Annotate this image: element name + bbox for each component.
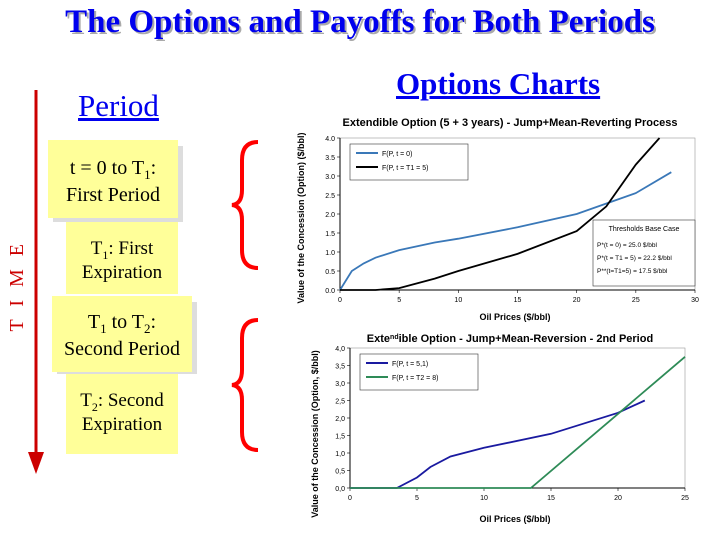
y-tick-label: 3.5 xyxy=(325,155,335,162)
x-tick-label: 15 xyxy=(514,297,522,304)
y-tick-label: 3.0 xyxy=(325,174,335,181)
period-heading: Period xyxy=(78,88,159,123)
options-charts-heading: Options Charts xyxy=(396,66,601,101)
y-tick-label: 3,5 xyxy=(335,364,345,371)
chart1-xlabel: Oil Prices ($/bbl) xyxy=(479,312,550,322)
brace-first-period xyxy=(231,140,259,270)
x-tick-label: 5 xyxy=(397,297,401,304)
annotation-line: P**(t=T1=5) = 17.5 $/bbl xyxy=(597,268,668,275)
y-tick-label: 2.0 xyxy=(325,212,335,219)
annotation-heading: Thresholds Base Case xyxy=(609,226,680,233)
x-tick-label: 5 xyxy=(415,495,419,502)
y-tick-label: 1,5 xyxy=(335,434,345,441)
y-tick-label: 0,5 xyxy=(335,469,345,476)
x-tick-label: 20 xyxy=(614,495,622,502)
chart2-title: Extendible Option - Jump+Mean-Reversion … xyxy=(367,333,653,345)
chart2-xlabel: Oil Prices ($/bbl) xyxy=(479,514,550,524)
series-line-1 xyxy=(350,399,646,489)
y-tick-label: 0,0 xyxy=(335,486,345,493)
annotation-line: P*(t = T1 = 5) = 22.2 $/bbl xyxy=(597,255,672,262)
chart1-threshold-annotation: Thresholds Base Case P*(t = 0) = 25.0 $/b… xyxy=(592,219,696,287)
series-line-2 xyxy=(350,356,686,489)
y-tick-label: 0.0 xyxy=(325,288,335,295)
chart2-legend: F(P, t = 5,1) F(P, t = T2 = 8) xyxy=(359,353,479,391)
x-tick-label: 15 xyxy=(547,495,555,502)
chart-second-period: Extendible Option - Jump+Mean-Reversion … xyxy=(310,333,689,524)
legend-entry: F(P, t = 5,1) xyxy=(392,361,428,368)
y-tick-label: 2,5 xyxy=(335,399,345,406)
x-tick-label: 25 xyxy=(681,495,689,502)
y-tick-label: 1.0 xyxy=(325,250,335,257)
chart1-ylabel: Value of the Concession (Option) ($/bbl) xyxy=(296,132,306,303)
y-tick-label: 0.5 xyxy=(325,269,335,276)
y-tick-label: 2,0 xyxy=(335,416,345,423)
period-box-first-expiration: T1: First Expiration xyxy=(66,222,178,294)
legend-entry: F(P, t = T1 = 5) xyxy=(382,165,428,172)
legend-entry: F(P, t = T2 = 8) xyxy=(392,375,438,382)
series-line-2 xyxy=(340,137,661,291)
page-title: The Options and Payoffs for Both Periods xyxy=(65,4,655,40)
period-box-second-period: T1 to T2: Second Period xyxy=(52,296,192,372)
brace-second-period xyxy=(231,318,259,452)
x-tick-label: 30 xyxy=(691,297,699,304)
time-label: T I M E xyxy=(6,240,28,332)
annotation-box xyxy=(592,219,696,287)
chart-first-period: Extendible Option (5 + 3 years) - Jump+M… xyxy=(296,117,699,322)
y-tick-label: 2.5 xyxy=(325,193,335,200)
x-tick-label: 0 xyxy=(348,495,352,502)
x-tick-label: 25 xyxy=(632,297,640,304)
annotation-line: P*(t = 0) = 25.0 $/bbl xyxy=(597,242,658,249)
y-tick-label: 4,0 xyxy=(335,346,345,353)
chart1-legend: F(P, t = 0) F(P, t = T1 = 5) xyxy=(349,143,469,181)
period-box-first-period: t = 0 to T1: First Period xyxy=(48,140,178,218)
chart2-ylabel: Value of the Concession (Option, $/bbl) xyxy=(310,350,320,518)
chart1-title: Extendible Option (5 + 3 years) - Jump+M… xyxy=(343,117,678,129)
y-tick-label: 1,0 xyxy=(335,451,345,458)
y-tick-label: 4.0 xyxy=(325,136,335,143)
legend-entry: F(P, t = 0) xyxy=(382,151,412,158)
x-tick-label: 10 xyxy=(454,297,462,304)
x-tick-label: 20 xyxy=(573,297,581,304)
period-box-second-expiration: T2: Second Expiration xyxy=(66,374,178,454)
legend-box xyxy=(349,143,469,181)
y-tick-label: 3,0 xyxy=(335,381,345,388)
series-line-1 xyxy=(339,171,672,291)
x-tick-label: 10 xyxy=(480,495,488,502)
y-tick-label: 1.5 xyxy=(325,231,335,238)
time-arrow xyxy=(28,90,44,474)
x-tick-label: 0 xyxy=(338,297,342,304)
legend-box xyxy=(359,353,479,391)
